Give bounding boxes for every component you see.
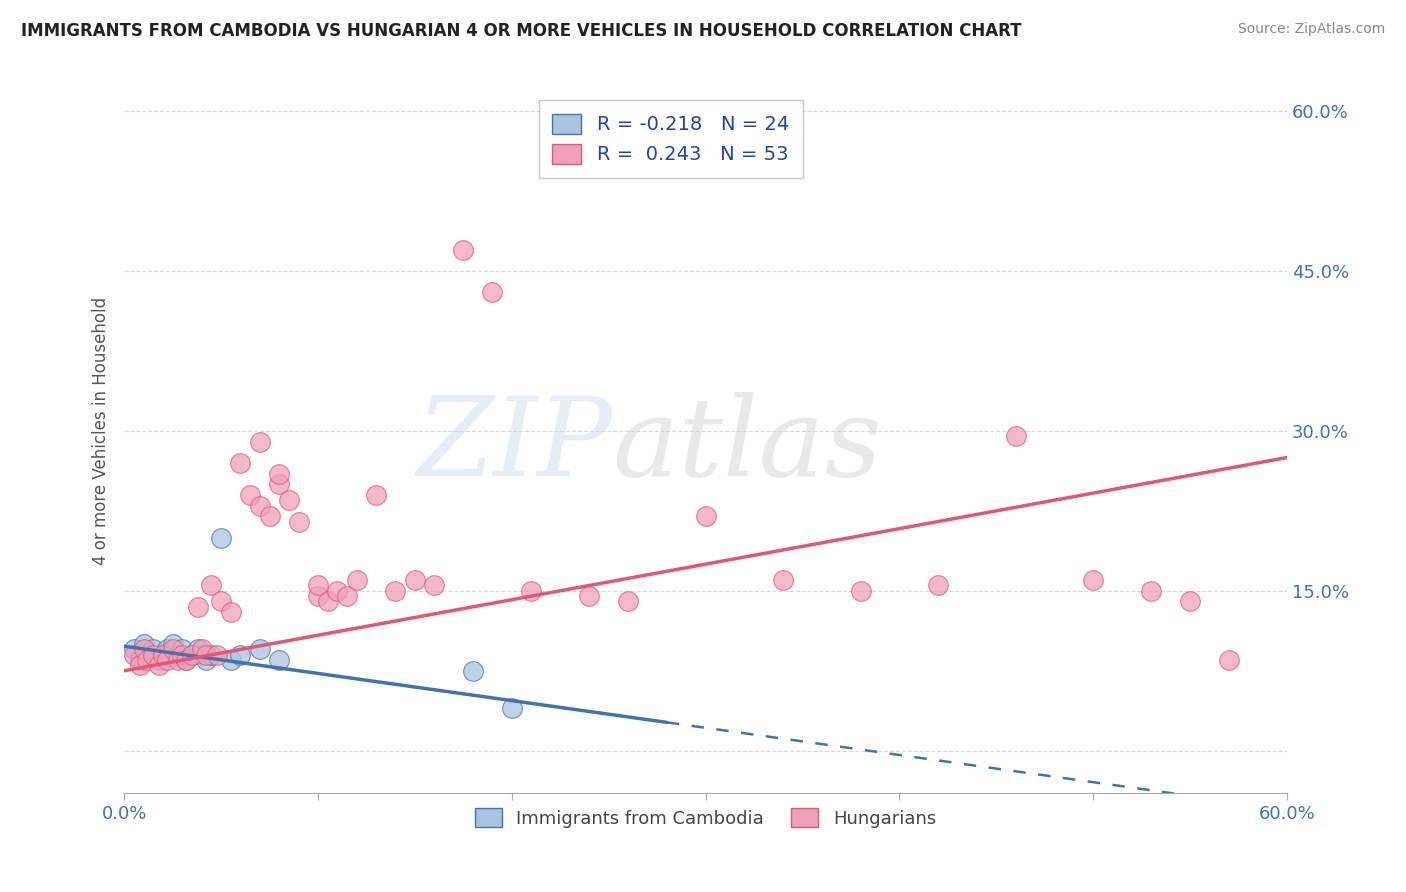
Point bbox=[1081, 573, 1104, 587]
Point bbox=[461, 664, 484, 678]
Point bbox=[219, 653, 242, 667]
Point bbox=[219, 605, 242, 619]
Point bbox=[181, 648, 204, 662]
Point bbox=[200, 578, 222, 592]
Point bbox=[269, 467, 291, 481]
Point bbox=[148, 653, 170, 667]
Point bbox=[200, 648, 222, 662]
Point bbox=[174, 653, 197, 667]
Point bbox=[187, 599, 209, 614]
Point bbox=[249, 434, 271, 449]
Point bbox=[128, 653, 150, 667]
Point bbox=[194, 653, 217, 667]
Point bbox=[167, 648, 190, 662]
Point bbox=[1140, 583, 1163, 598]
Point bbox=[122, 648, 145, 662]
Point bbox=[162, 642, 184, 657]
Point bbox=[453, 243, 475, 257]
Point bbox=[336, 589, 359, 603]
Point bbox=[142, 648, 165, 662]
Point bbox=[520, 583, 543, 598]
Text: ZIP: ZIP bbox=[416, 392, 613, 500]
Point bbox=[249, 499, 271, 513]
Point bbox=[695, 509, 717, 524]
Point bbox=[578, 589, 600, 603]
Point bbox=[1178, 594, 1201, 608]
Legend: Immigrants from Cambodia, Hungarians: Immigrants from Cambodia, Hungarians bbox=[468, 801, 943, 835]
Point bbox=[181, 648, 204, 662]
Point bbox=[190, 648, 212, 662]
Point bbox=[122, 642, 145, 657]
Point bbox=[346, 573, 368, 587]
Point bbox=[307, 578, 329, 592]
Point bbox=[307, 589, 329, 603]
Point bbox=[404, 573, 426, 587]
Point bbox=[269, 653, 291, 667]
Point bbox=[316, 594, 339, 608]
Point bbox=[187, 642, 209, 657]
Point bbox=[136, 653, 159, 667]
Point bbox=[172, 648, 194, 662]
Point bbox=[229, 648, 252, 662]
Point bbox=[501, 701, 523, 715]
Text: Source: ZipAtlas.com: Source: ZipAtlas.com bbox=[1237, 22, 1385, 37]
Point bbox=[287, 515, 309, 529]
Point bbox=[326, 583, 349, 598]
Point bbox=[152, 648, 174, 662]
Point bbox=[481, 285, 503, 300]
Point bbox=[209, 531, 232, 545]
Point bbox=[207, 648, 229, 662]
Point bbox=[384, 583, 406, 598]
Point bbox=[128, 658, 150, 673]
Point bbox=[167, 653, 190, 667]
Point bbox=[172, 642, 194, 657]
Point bbox=[156, 642, 179, 657]
Point bbox=[617, 594, 640, 608]
Point bbox=[366, 488, 388, 502]
Point bbox=[174, 653, 197, 667]
Point bbox=[927, 578, 949, 592]
Point bbox=[136, 648, 159, 662]
Point bbox=[249, 642, 271, 657]
Point bbox=[772, 573, 794, 587]
Text: IMMIGRANTS FROM CAMBODIA VS HUNGARIAN 4 OR MORE VEHICLES IN HOUSEHOLD CORRELATIO: IMMIGRANTS FROM CAMBODIA VS HUNGARIAN 4 … bbox=[21, 22, 1022, 40]
Point bbox=[1218, 653, 1240, 667]
Point bbox=[423, 578, 446, 592]
Point bbox=[277, 493, 299, 508]
Text: atlas: atlas bbox=[613, 392, 882, 500]
Point bbox=[209, 594, 232, 608]
Point bbox=[259, 509, 281, 524]
Point bbox=[849, 583, 872, 598]
Point bbox=[148, 658, 170, 673]
Point bbox=[239, 488, 262, 502]
Y-axis label: 4 or more Vehicles in Household: 4 or more Vehicles in Household bbox=[93, 297, 110, 565]
Point bbox=[269, 477, 291, 491]
Point bbox=[156, 653, 179, 667]
Point bbox=[194, 648, 217, 662]
Point bbox=[132, 642, 155, 657]
Point bbox=[152, 648, 174, 662]
Point bbox=[229, 456, 252, 470]
Point bbox=[190, 642, 212, 657]
Point bbox=[162, 637, 184, 651]
Point bbox=[132, 637, 155, 651]
Point bbox=[142, 642, 165, 657]
Point bbox=[1004, 429, 1026, 443]
